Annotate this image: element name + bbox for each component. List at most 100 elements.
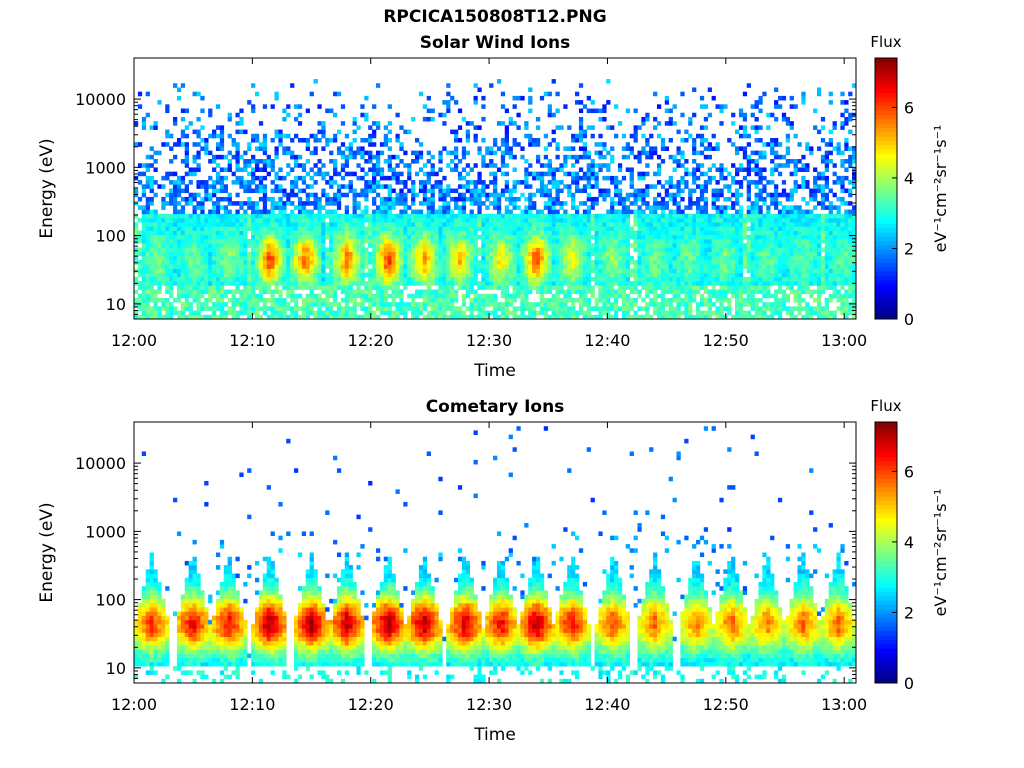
heatmap-cell: [219, 133, 225, 139]
heatmap-cell: [430, 314, 435, 320]
heatmap-cell: [567, 285, 572, 290]
heatmap-cell: [344, 268, 349, 274]
heatmap-cell: [200, 302, 205, 307]
heatmap-cell: [457, 260, 463, 265]
heatmap-cell: [668, 234, 673, 240]
heatmap-cell: [379, 239, 385, 244]
heatmap-cell: [188, 213, 193, 219]
heatmap-cell: [231, 293, 236, 299]
heatmap-cell: [688, 297, 693, 303]
heatmap-cell: [680, 234, 685, 240]
heatmap-cell: [493, 188, 498, 194]
heatmap-cell: [352, 188, 357, 194]
heatmap-cell: [614, 281, 619, 286]
heatmap-cell: [645, 205, 650, 210]
heatmap-cell: [508, 230, 513, 236]
heatmap-cell: [668, 184, 673, 189]
heatmap-cell: [528, 209, 533, 215]
heatmap-cell: [676, 205, 681, 210]
heatmap-cell: [145, 306, 150, 311]
heatmap-cell: [173, 192, 178, 198]
heatmap-cell: [457, 268, 463, 274]
heatmap-cell: [313, 230, 318, 236]
heatmap-cell: [391, 276, 396, 282]
heatmap-cell: [137, 251, 143, 257]
heatmap-cell: [173, 116, 178, 122]
heatmap-cell: [660, 306, 666, 311]
heatmap-cell: [297, 285, 303, 290]
heatmap-cell: [169, 285, 174, 290]
heatmap-cell: [516, 239, 521, 244]
heatmap-cell: [290, 268, 295, 274]
heatmap-cell: [512, 213, 517, 219]
heatmap-cell: [672, 310, 677, 316]
heatmap-cell: [422, 260, 428, 265]
heatmap-cell: [352, 289, 357, 295]
heatmap-cell: [598, 264, 603, 269]
heatmap-cell: [204, 243, 209, 248]
heatmap-cell: [446, 234, 451, 240]
heatmap-cell: [602, 116, 607, 122]
heatmap-cell: [469, 251, 474, 257]
heatmap-cell: [134, 226, 139, 231]
heatmap-cell: [360, 239, 365, 244]
heatmap-cell: [493, 201, 498, 206]
heatmap-cell: [294, 302, 299, 307]
heatmap-cell: [188, 264, 193, 269]
heatmap-cell: [278, 196, 283, 202]
heatmap-cell: [649, 314, 654, 320]
heatmap-cell: [567, 192, 572, 198]
heatmap-cell: [395, 293, 400, 299]
heatmap-cell: [208, 230, 213, 236]
heatmap-cell: [411, 251, 416, 257]
heatmap-cell: [477, 285, 482, 290]
heatmap-cell: [215, 222, 221, 227]
heatmap-cell: [215, 268, 221, 274]
heatmap-cell: [344, 302, 349, 307]
heatmap-cell: [422, 255, 428, 261]
heatmap-cell: [329, 310, 334, 316]
heatmap-cell: [387, 175, 392, 181]
heatmap-cell: [165, 247, 170, 252]
heatmap-cell: [614, 297, 619, 303]
heatmap-cell: [364, 150, 369, 156]
heatmap-cell: [489, 247, 494, 252]
heatmap-cell: [227, 230, 232, 236]
heatmap-cell: [196, 226, 201, 231]
heatmap-cell: [165, 239, 170, 244]
heatmap-cell: [176, 230, 182, 236]
heatmap-cell: [227, 150, 232, 156]
heatmap-cell: [270, 104, 275, 109]
heatmap-cell: [297, 154, 303, 160]
heatmap-cell: [141, 285, 147, 290]
heatmap-cell: [157, 234, 162, 240]
heatmap-cell: [231, 268, 236, 274]
heatmap-cell: [559, 260, 564, 265]
heatmap-cell: [485, 234, 490, 240]
heatmap-cell: [313, 255, 318, 261]
heatmap-cell: [364, 205, 369, 210]
heatmap-cell: [692, 180, 697, 185]
heatmap-cell: [137, 281, 143, 286]
heatmap-cell: [180, 289, 186, 295]
heatmap-cell: [575, 205, 580, 210]
heatmap-cell: [145, 285, 150, 290]
heatmap-cell: [223, 222, 229, 227]
heatmap-cell: [153, 251, 158, 257]
heatmap-cell: [703, 184, 709, 189]
heatmap-cell: [137, 239, 143, 244]
heatmap-cell: [235, 146, 240, 151]
heatmap-cell: [516, 314, 521, 320]
heatmap-cell: [457, 213, 463, 219]
heatmap-cell: [161, 260, 166, 265]
heatmap-cell: [239, 281, 244, 286]
heatmap-cell: [352, 121, 357, 126]
heatmap-cell: [629, 285, 634, 290]
heatmap-cell: [450, 268, 455, 274]
heatmap-cell: [520, 272, 525, 278]
heatmap-cell: [333, 243, 338, 248]
heatmap-cell: [231, 247, 236, 252]
heatmap-cell: [368, 150, 373, 156]
heatmap-cell: [407, 276, 412, 282]
heatmap-cell: [305, 146, 310, 151]
